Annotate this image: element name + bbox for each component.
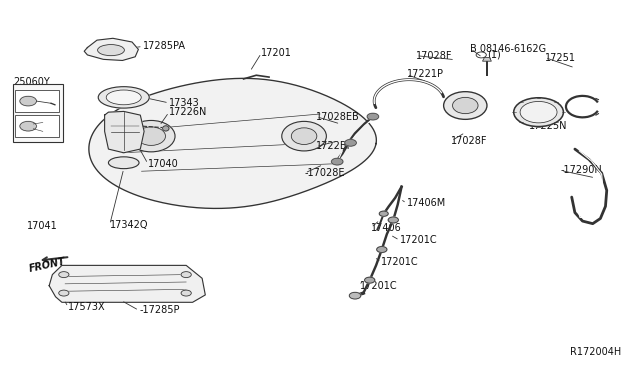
Text: 17028F: 17028F [416,51,452,61]
Text: 17251: 17251 [545,52,576,62]
Bar [15,115,59,137]
Bar [15,90,59,112]
Circle shape [377,247,387,253]
Text: -17290N: -17290N [561,166,603,176]
Polygon shape [84,38,138,61]
Text: 17201C: 17201C [381,257,419,267]
Ellipse shape [163,126,169,131]
Text: -17285P: -17285P [139,305,180,315]
Text: 17028F: 17028F [451,136,488,146]
Polygon shape [483,58,492,61]
Text: 17573X: 17573X [68,302,106,312]
Ellipse shape [98,45,124,56]
Text: 17041: 17041 [27,221,58,231]
Text: 17201: 17201 [261,48,292,58]
Ellipse shape [520,102,557,123]
Text: 25060Y: 25060Y [13,77,50,87]
Text: 17040: 17040 [148,159,179,169]
Text: -17028E: -17028E [305,168,345,178]
Ellipse shape [514,98,563,126]
Ellipse shape [452,97,478,113]
Text: FRONT: FRONT [28,257,67,274]
Text: 17226N: 17226N [169,107,207,117]
Text: 17201C: 17201C [360,281,397,291]
Circle shape [181,290,191,296]
Circle shape [181,272,191,278]
Circle shape [20,121,36,131]
Circle shape [367,113,379,120]
Ellipse shape [108,157,139,169]
Text: R172004H: R172004H [570,347,621,357]
Text: 17221P: 17221P [406,70,444,80]
Circle shape [349,292,361,299]
Circle shape [380,211,388,216]
Circle shape [20,96,36,106]
Polygon shape [89,78,376,208]
Circle shape [365,277,375,283]
Text: 17028EB: 17028EB [316,112,360,122]
Ellipse shape [444,92,487,119]
Text: B 08146-6162G: B 08146-6162G [470,44,547,54]
Text: 17343: 17343 [169,98,200,108]
Text: 17285PA: 17285PA [143,41,186,51]
Ellipse shape [127,121,175,152]
Polygon shape [49,265,205,302]
Ellipse shape [99,87,149,108]
Text: 17201C: 17201C [399,235,437,245]
Ellipse shape [137,127,166,145]
Text: 17342Q: 17342Q [109,220,148,230]
Text: 17406M: 17406M [406,198,446,208]
Ellipse shape [291,128,317,144]
Text: (1): (1) [487,50,500,60]
Polygon shape [104,112,144,153]
Ellipse shape [106,90,141,105]
Circle shape [345,140,356,146]
Circle shape [59,290,69,296]
Ellipse shape [282,121,326,151]
Circle shape [59,272,69,278]
Text: 17406: 17406 [371,223,402,233]
Text: 1722BP: 1722BP [316,141,354,151]
Circle shape [332,158,343,165]
Bar [13,84,63,142]
Circle shape [388,217,398,223]
Text: 17225N: 17225N [529,121,568,131]
